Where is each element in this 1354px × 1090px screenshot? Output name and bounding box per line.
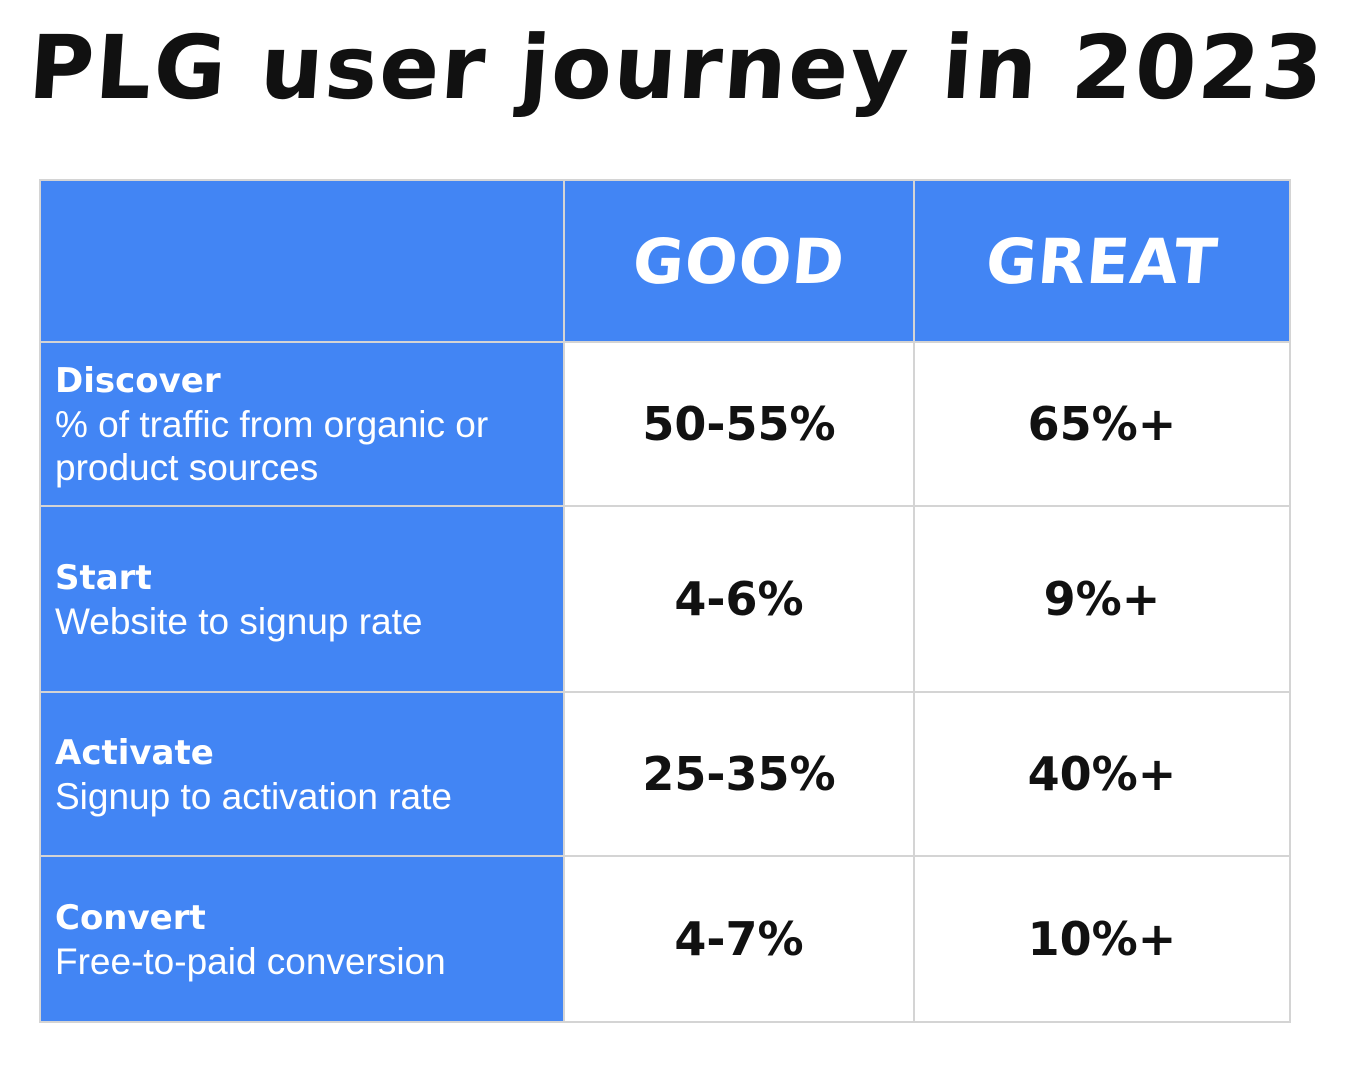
row-label-cell-activate: Activate Signup to activation rate bbox=[39, 693, 565, 857]
header-good-cell: GOOD bbox=[565, 179, 915, 343]
great-value-cell: 40%+ bbox=[915, 693, 1291, 857]
stage-name: Discover bbox=[55, 361, 221, 401]
header-great-cell: GREAT bbox=[915, 179, 1291, 343]
good-value: 25-35% bbox=[642, 747, 836, 801]
header-great-label: GREAT bbox=[983, 224, 1221, 298]
great-value: 9%+ bbox=[1043, 572, 1161, 626]
great-value-cell: 65%+ bbox=[915, 343, 1291, 507]
stage-description: % of traffic from organic or product sou… bbox=[55, 404, 489, 488]
great-value: 10%+ bbox=[1027, 912, 1177, 966]
great-value-cell: 9%+ bbox=[915, 507, 1291, 693]
good-value: 4-7% bbox=[674, 912, 804, 966]
good-value-cell: 4-7% bbox=[565, 857, 915, 1023]
stage-description: Free-to-paid conversion bbox=[55, 940, 446, 982]
good-value-cell: 25-35% bbox=[565, 693, 915, 857]
row-label-cell-convert: Convert Free-to-paid conversion bbox=[39, 857, 565, 1023]
row-label: Convert Free-to-paid conversion bbox=[41, 896, 456, 983]
stage-name: Start bbox=[55, 557, 152, 598]
great-value: 40%+ bbox=[1027, 747, 1177, 801]
row-label: Activate Signup to activation rate bbox=[41, 731, 462, 818]
stage-description: Signup to activation rate bbox=[55, 775, 452, 817]
benchmark-table: GOOD GREAT Discover % of traffic from or… bbox=[39, 179, 1291, 1023]
good-value: 4-6% bbox=[674, 572, 804, 626]
great-value: 65%+ bbox=[1027, 397, 1177, 451]
header-good-label: GOOD bbox=[629, 224, 849, 298]
good-value: 50-55% bbox=[642, 397, 836, 451]
stage-name: Activate bbox=[55, 732, 214, 773]
stage-name: Convert bbox=[55, 897, 206, 938]
good-value-cell: 4-6% bbox=[565, 507, 915, 693]
row-label: Discover % of traffic from organic or pr… bbox=[41, 359, 563, 489]
row-label-cell-start: Start Website to signup rate bbox=[39, 507, 565, 693]
great-value-cell: 10%+ bbox=[915, 857, 1291, 1023]
header-empty-cell bbox=[39, 179, 565, 343]
row-label-cell-discover: Discover % of traffic from organic or pr… bbox=[39, 343, 565, 507]
page-title: PLG user journey in 2023 bbox=[25, 16, 1329, 119]
row-label: Start Website to signup rate bbox=[41, 556, 432, 643]
stage-description: Website to signup rate bbox=[55, 600, 423, 642]
good-value-cell: 50-55% bbox=[565, 343, 915, 507]
